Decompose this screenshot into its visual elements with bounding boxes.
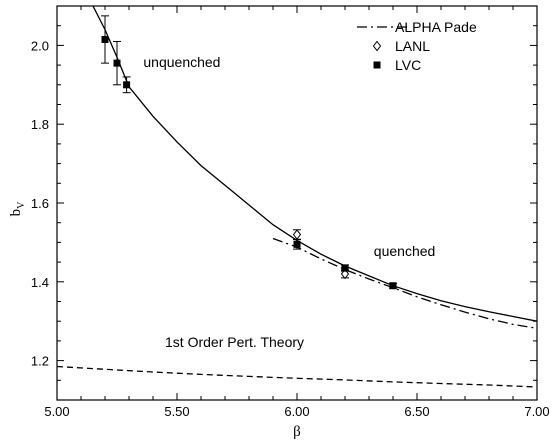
annotation-label: quenched	[374, 243, 436, 259]
y-axis-title-subscript: V	[16, 201, 27, 209]
x-tick-label: 6.00	[284, 404, 309, 419]
lanl-point	[340, 268, 350, 280]
y-tick-label: 1.2	[31, 354, 49, 369]
y-tick-label: 1.8	[31, 117, 49, 132]
annotation-label: 1st Order Pert. Theory	[165, 334, 304, 350]
lvc-point	[389, 282, 397, 290]
x-tick-label: 6.50	[404, 404, 429, 419]
series-line-dashed	[57, 365, 537, 388]
y-tick-label: 1.4	[31, 275, 49, 290]
y-tick-label: 1.6	[31, 196, 49, 211]
lvc-point	[113, 59, 121, 67]
lanl-point	[292, 229, 302, 240]
lvc-point	[341, 264, 349, 272]
x-axis-title: β	[293, 424, 301, 440]
x-tick-label: 7.00	[524, 404, 549, 419]
series-line-dashdot	[272, 237, 537, 329]
legend-entry: ALPHA Pade	[395, 19, 477, 35]
lvc-point	[123, 81, 131, 89]
lvc-point	[101, 35, 109, 43]
legend-entry: LVC	[395, 57, 421, 73]
y-tick-label: 2.0	[31, 38, 49, 53]
legend-square-sample	[373, 61, 381, 69]
annotation-label: unquenched	[143, 54, 220, 70]
lvc-point	[293, 240, 301, 248]
legend-entry: LANL	[395, 38, 430, 54]
x-tick-label: 5.50	[164, 404, 189, 419]
y-axis-title: bV	[8, 201, 27, 217]
legend-diamond-sample	[372, 40, 382, 52]
x-tick-label: 5.00	[44, 404, 69, 419]
